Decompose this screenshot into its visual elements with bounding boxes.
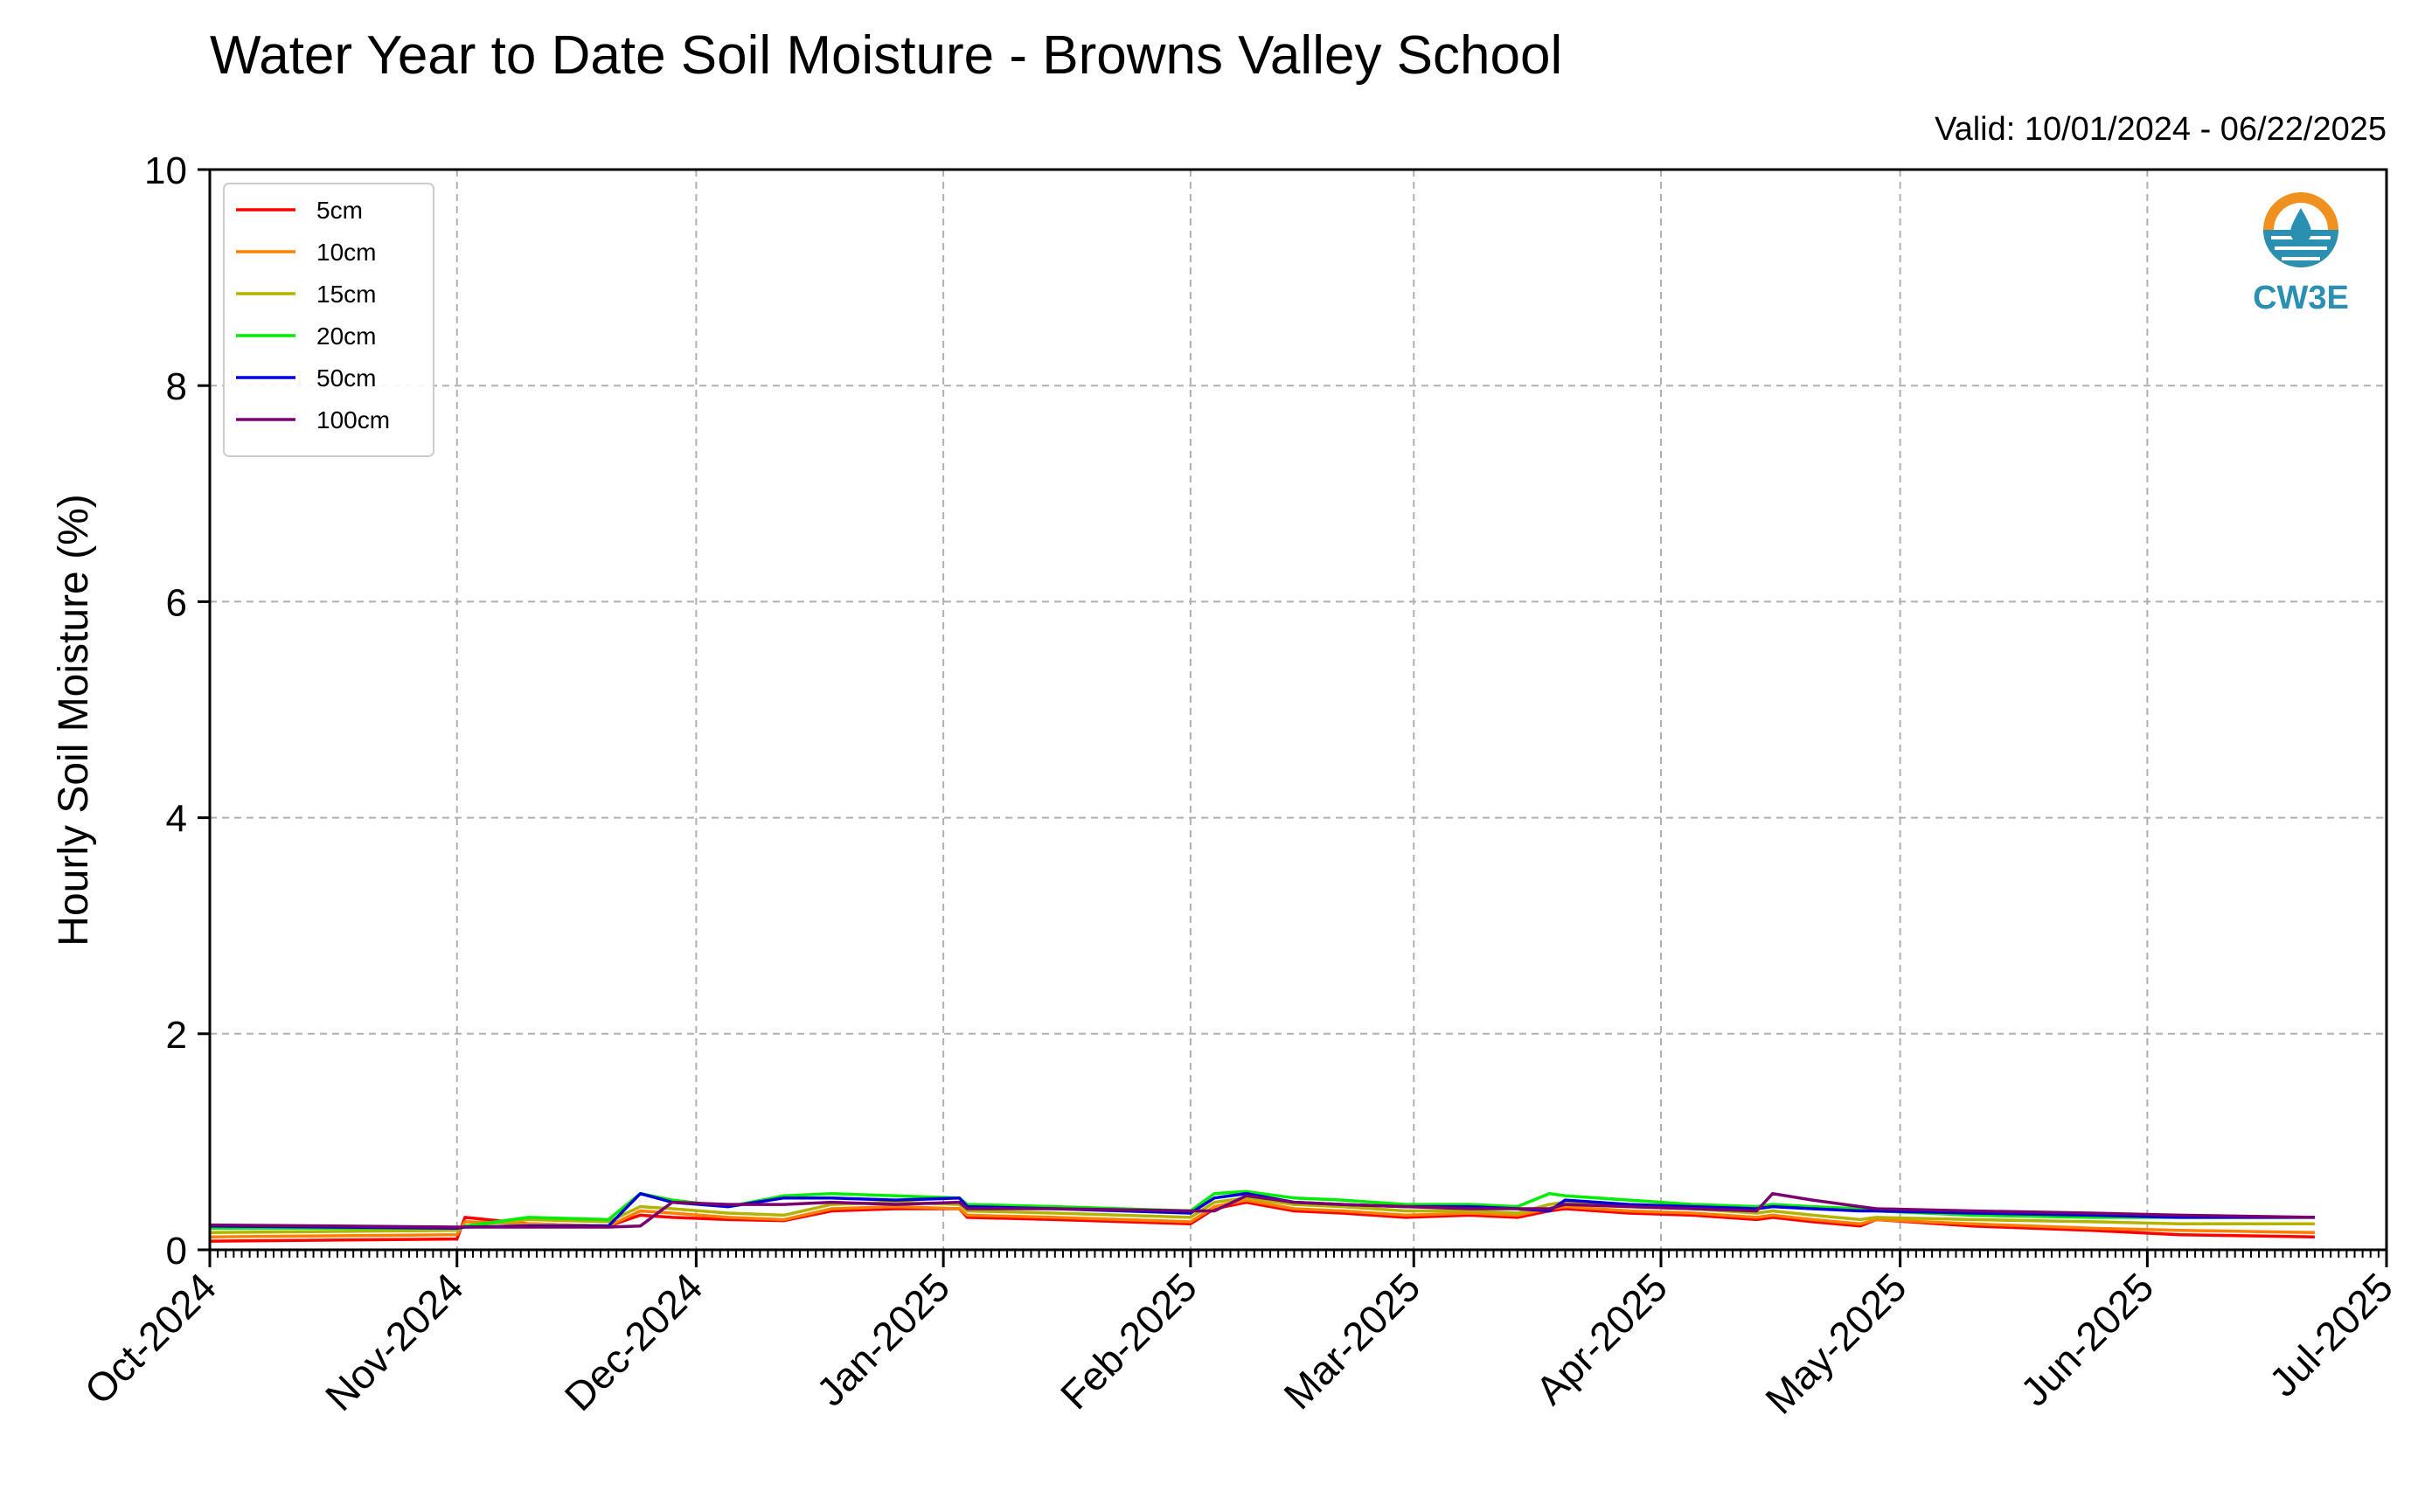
y-tick-label: 6 (166, 581, 187, 624)
cw3e-logo: CW3E (2253, 192, 2349, 316)
y-tick-label: 0 (166, 1230, 187, 1273)
series-line-100cm (209, 1191, 2315, 1229)
logo-text: CW3E (2253, 280, 2349, 316)
plot-frame (208, 168, 2388, 1252)
legend-label-10cm: 10cm (316, 239, 376, 266)
y-tick-label: 10 (144, 149, 187, 192)
legend-label-5cm: 5cm (316, 197, 363, 224)
logo-drop-icon (2290, 208, 2311, 243)
legend-label-15cm: 15cm (316, 281, 376, 308)
y-tick-label: 4 (166, 798, 187, 841)
series-line-5cm (209, 1200, 2315, 1243)
y-tick-label: 8 (166, 365, 187, 408)
legend-label-100cm: 100cm (316, 406, 390, 433)
series-layer (209, 1189, 2315, 1243)
series-line-10cm (209, 1198, 2315, 1238)
series-line-15cm (209, 1196, 2315, 1234)
chart-title: Water Year to Date Soil Moisture - Brown… (210, 25, 1562, 86)
legend-label-50cm: 50cm (316, 364, 376, 392)
grid-layer (210, 170, 2387, 1250)
legend-label-20cm: 20cm (316, 323, 376, 350)
legend: 5cm 10cm 15cm 20cm 50cm 100cm (223, 183, 434, 457)
y-axis-label: Hourly Soil Moisture (%) (51, 494, 97, 946)
y-tick-label: 2 (166, 1014, 187, 1057)
chart-subtitle: Valid: 10/01/2024 - 06/22/2025 (1935, 111, 2387, 148)
